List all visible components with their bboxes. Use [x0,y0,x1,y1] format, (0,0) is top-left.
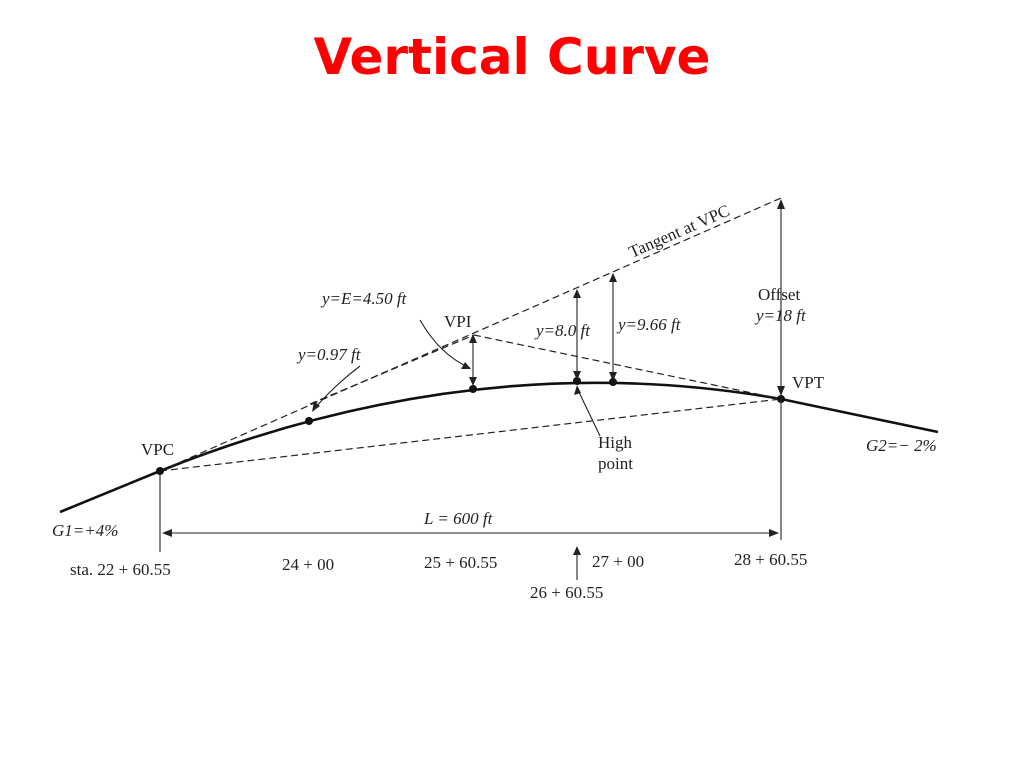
g2-label: G2=− 2% [866,436,937,455]
offset-arrow-top [777,199,785,209]
station-label: sta. 22 + 60.55 [70,560,171,579]
e-leader-arrow [461,362,471,369]
y097-leader [314,365,361,409]
high-point-leader-arrow [574,385,581,395]
vertical-curve [159,381,782,473]
station-label: 25 + 60.55 [424,553,497,572]
forward-tangent-line [473,334,782,400]
g1-grade-line [59,469,161,514]
sta-25-point [469,385,477,393]
vpi-label: VPI [444,312,472,331]
tangent-label: Tangent at VPC [626,201,733,262]
length-arrow-left [162,529,172,537]
offset-label-line2: y=18 ft [754,306,807,325]
sta-26-arrow [573,546,581,555]
y80-arrow-top [573,289,581,298]
g1-label: G1=+4% [52,521,118,540]
y80-arrow-bottom [573,371,581,380]
station-label: 28 + 60.55 [734,550,807,569]
vpc-point [156,467,164,475]
e-arrow-bottom [469,377,477,386]
station-label: 24 + 00 [282,555,334,574]
high-point-label-line1: High [598,433,633,452]
length-label: L = 600 ft [423,509,494,528]
offset-arrow-bottom [777,386,785,396]
y966-arrow-bottom [609,372,617,381]
vpc-label: VPC [141,440,174,459]
y097-leader-arrow [312,401,320,412]
y097-label: y=0.97 ft [296,345,362,364]
back-tangent-line [309,334,475,405]
station-label: 27 + 00 [592,552,644,571]
e-arrow-top [469,334,477,343]
y966-arrow-top [609,273,617,282]
slide-title: Vertical Curve [313,28,711,86]
station-label: 26 + 60.55 [530,583,603,602]
high-point-label-line2: point [598,454,633,473]
sta-27-point [609,378,617,386]
tangent-at-vpc-line [159,197,782,472]
sta-24-point [305,417,313,425]
high-point-leader [576,387,601,437]
length-arrow-right [769,529,779,537]
g2-grade-line [780,397,939,434]
y966-label: y=9.66 ft [616,315,682,334]
high-point [573,377,581,385]
y-e-label: y=E=4.50 ft [320,289,408,308]
long-chord-line [159,398,782,472]
vpt-label: VPT [792,373,825,392]
y80-label: y=8.0 ft [534,321,591,340]
offset-label-line1: Offset [758,285,800,304]
